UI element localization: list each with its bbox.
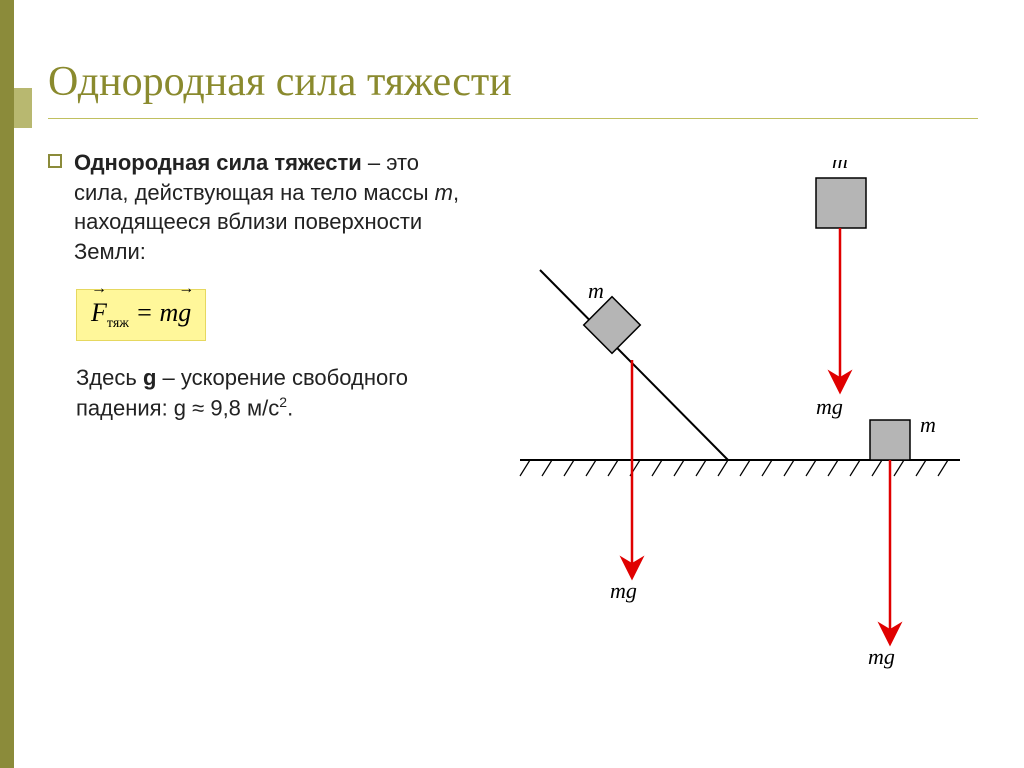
mass-symbol: m xyxy=(435,180,453,205)
svg-text:mg⃗: mg⃗ xyxy=(816,394,860,419)
svg-text:m: m xyxy=(832,160,848,173)
page-title: Однородная сила тяжести xyxy=(48,58,512,106)
formula: Fтяж = mg xyxy=(76,289,206,341)
side-accent-bar xyxy=(0,0,14,768)
explanation-text: Здесь g – ускорение свободного падения: … xyxy=(76,363,468,423)
physics-diagram: mmg⃗mmg⃗mmg⃗ xyxy=(490,160,990,660)
title-rule xyxy=(48,118,978,119)
formula-F: F xyxy=(91,298,107,328)
bullet-item: Однородная сила тяжести – это сила, дейс… xyxy=(48,148,468,267)
svg-text:m: m xyxy=(920,412,936,437)
bullet-lead: Однородная сила тяжести xyxy=(74,150,362,175)
formula-g: g xyxy=(178,298,191,328)
explain-1c: . xyxy=(287,395,293,420)
bullet-text: Однородная сила тяжести – это сила, дейс… xyxy=(74,148,468,267)
bullet-marker xyxy=(48,154,62,168)
formula-m: m xyxy=(159,298,178,327)
svg-text:m: m xyxy=(588,278,604,303)
explain-gvar: g xyxy=(143,365,156,390)
explain-1a: Здесь xyxy=(76,365,143,390)
svg-text:mg⃗: mg⃗ xyxy=(868,644,912,669)
side-accent-block xyxy=(14,88,32,128)
svg-text:mg⃗: mg⃗ xyxy=(610,578,654,603)
explain-sup: 2 xyxy=(279,394,287,410)
formula-sub: тяж xyxy=(107,316,129,331)
formula-block: Fтяж = mg xyxy=(76,289,468,341)
formula-eq: = xyxy=(129,298,160,327)
content-column: Однородная сила тяжести – это сила, дейс… xyxy=(48,148,468,423)
